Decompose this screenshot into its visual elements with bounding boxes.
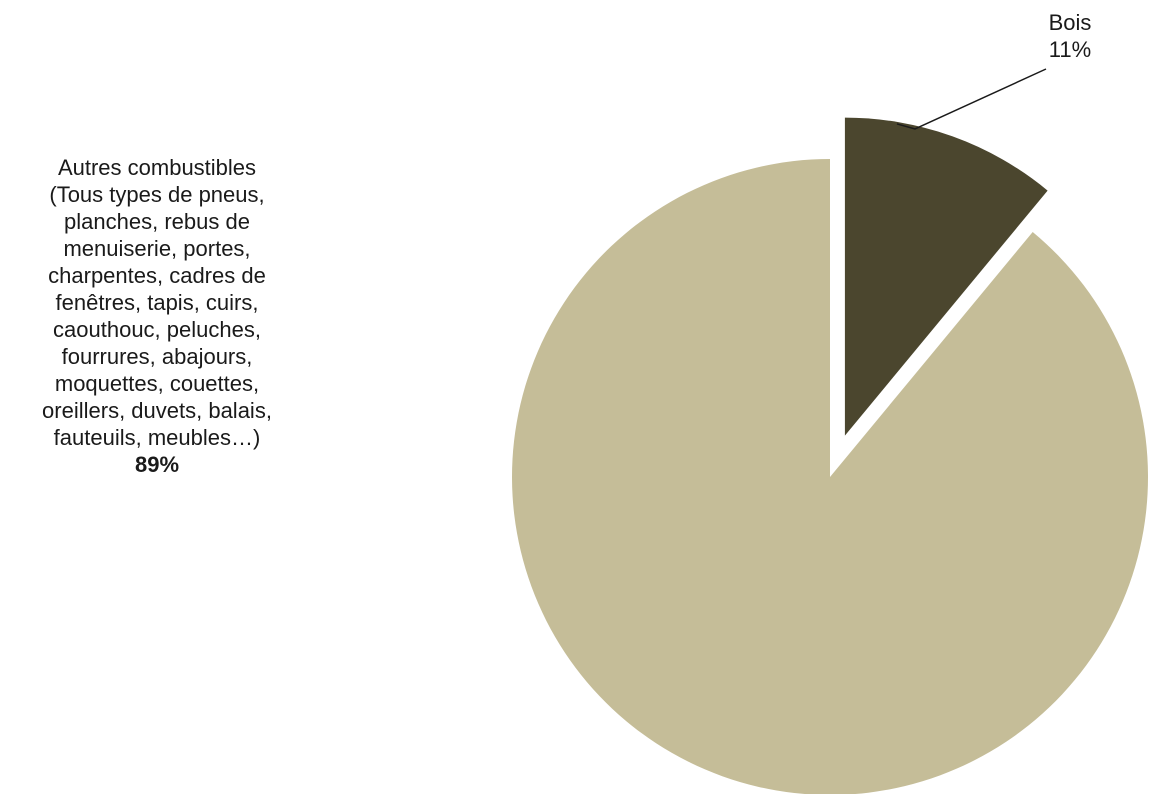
label-name-line: fauteuils, meubles…) [54,425,261,450]
label-name-line: caouthouc, peluches, [53,317,261,342]
label-name-line: menuiserie, portes, [63,236,250,261]
slice-label-autres-combustibles: Autres combustibles (Tous types de pneus,… [42,155,272,477]
pie-slices [512,117,1148,794]
pie-slice-autres-combustibles [512,159,1148,794]
label-name-line: fourrures, abajours, [62,344,253,369]
pie-labels: Bois 11% Autres combustibles (Tous types de… [42,10,1091,477]
label-percent: 11% [1049,37,1091,62]
label-name-line: oreillers, duvets, balais, [42,398,272,423]
label-name-line: fenêtres, tapis, cuirs, [56,290,259,315]
leader-line [896,68,1047,130]
label-name-line: Autres combustibles [58,155,256,180]
label-percent: 89% [135,452,179,477]
label-name-line: planches, rebus de [64,209,250,234]
label-name-line: charpentes, cadres de [48,263,266,288]
label-name-line: moquettes, couettes, [55,371,259,396]
label-name-line: (Tous types de pneus, [49,182,264,207]
slice-label-bois: Bois 11% [1049,10,1092,62]
label-name-line: Bois [1049,10,1092,35]
pie-slice-bois [844,117,1048,436]
